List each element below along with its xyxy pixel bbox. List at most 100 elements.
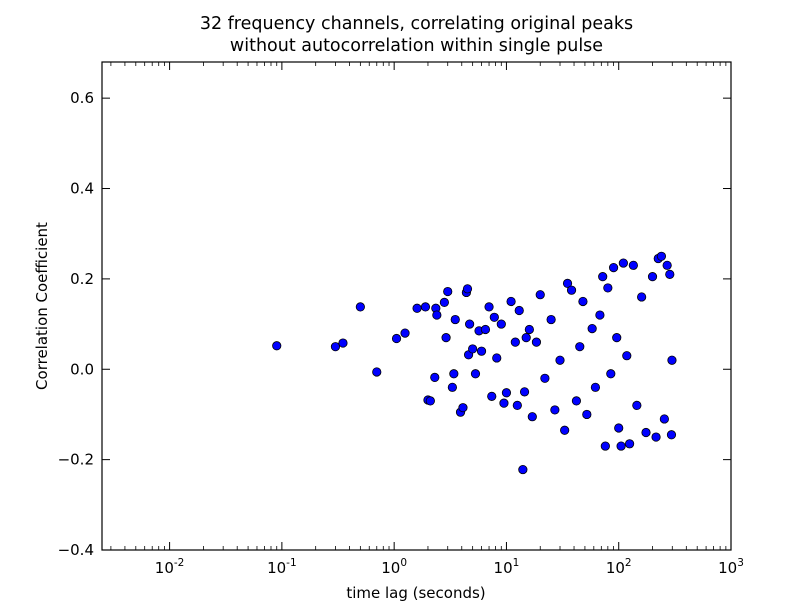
data-point <box>480 324 491 335</box>
chart-title-line-2: without autocorrelation within single pu… <box>229 36 604 56</box>
data-point <box>450 314 460 325</box>
data-point <box>496 319 506 329</box>
data-point <box>501 388 512 398</box>
data-point <box>468 344 478 354</box>
y-tick-label: 0.6 <box>70 89 94 107</box>
data-point <box>521 333 531 343</box>
data-point <box>432 310 442 320</box>
data-point <box>582 409 592 420</box>
data-point <box>355 302 365 312</box>
data-point <box>531 337 542 347</box>
y-tick-label: 0.4 <box>70 180 94 198</box>
data-point <box>476 346 487 356</box>
data-point <box>566 285 577 295</box>
data-point <box>624 439 635 449</box>
data-point <box>412 303 422 313</box>
x-tick-label: 102 <box>606 557 632 577</box>
plot-frame <box>101 61 732 551</box>
data-point <box>641 427 651 438</box>
data-point <box>575 342 585 352</box>
data-point <box>400 328 410 338</box>
data-point <box>492 353 502 363</box>
data-point <box>524 324 534 335</box>
data-point <box>465 319 475 329</box>
data-point <box>622 351 632 361</box>
data-point <box>535 290 545 300</box>
data-point <box>506 296 516 307</box>
data-point <box>510 337 520 347</box>
ticks-layer: 10-2 10-1 100 101 102 103 −0.4 −0.2 0.0 0.2 0.4 0.6 <box>58 62 744 577</box>
data-point <box>555 355 565 365</box>
x-tick-label: 10-2 <box>155 557 185 577</box>
y-tick-label: −0.2 <box>58 451 94 469</box>
data-point <box>443 286 453 297</box>
data-point <box>667 355 677 365</box>
data-point <box>637 292 647 302</box>
data-point <box>606 369 616 379</box>
data-point <box>600 441 610 451</box>
data-point <box>489 312 499 322</box>
data-point <box>590 382 601 392</box>
data-point <box>462 284 473 294</box>
data-point <box>571 396 582 406</box>
x-tick-label: 10-1 <box>267 557 297 577</box>
y-tick-label: −0.4 <box>58 541 94 559</box>
data-point <box>595 310 605 320</box>
data-point <box>512 400 522 411</box>
data-point <box>519 387 530 397</box>
data-point <box>518 464 528 475</box>
data-point <box>546 314 556 325</box>
data-point <box>439 297 449 307</box>
data-point <box>603 283 613 293</box>
data-point <box>540 373 550 383</box>
data-point <box>272 341 282 351</box>
data-point <box>527 412 537 422</box>
points-layer <box>272 251 677 475</box>
y-tick-label: 0.2 <box>70 270 94 288</box>
data-point <box>618 258 628 268</box>
data-point <box>632 400 642 411</box>
data-point <box>662 260 672 270</box>
data-point <box>372 367 382 377</box>
data-point <box>391 333 402 344</box>
data-point <box>612 333 622 343</box>
data-point <box>420 302 431 312</box>
data-point <box>628 260 638 270</box>
data-point <box>587 323 597 334</box>
data-point <box>659 414 669 424</box>
x-tick-label: 101 <box>494 557 520 577</box>
y-tick-label: 0.0 <box>70 360 94 378</box>
data-point <box>598 272 608 282</box>
data-point <box>608 262 619 273</box>
data-point <box>665 269 675 279</box>
data-point <box>338 338 348 348</box>
data-point <box>487 391 497 401</box>
data-point <box>616 441 626 451</box>
data-point <box>550 405 560 415</box>
data-point <box>647 272 658 282</box>
data-point <box>470 369 481 379</box>
data-point <box>651 432 661 442</box>
data-point <box>430 372 440 382</box>
data-point <box>656 251 667 261</box>
x-tick-label: 100 <box>381 557 407 577</box>
data-point <box>449 369 459 379</box>
data-point <box>614 423 624 433</box>
data-point <box>514 305 524 316</box>
data-point <box>330 342 341 352</box>
data-point <box>425 396 435 406</box>
data-point <box>499 398 509 408</box>
x-tick-label: 103 <box>718 557 744 577</box>
chart-title-line-1: 32 frequency channels, correlating origi… <box>199 14 634 34</box>
data-point <box>666 430 677 440</box>
data-point <box>562 278 573 289</box>
data-point <box>441 333 451 343</box>
data-point <box>578 296 588 307</box>
data-point <box>458 403 468 413</box>
data-point <box>447 382 457 392</box>
data-point <box>560 425 570 435</box>
y-axis-label: Correlation Coefficient <box>33 222 51 390</box>
x-axis-label: time lag (seconds) <box>346 584 485 602</box>
